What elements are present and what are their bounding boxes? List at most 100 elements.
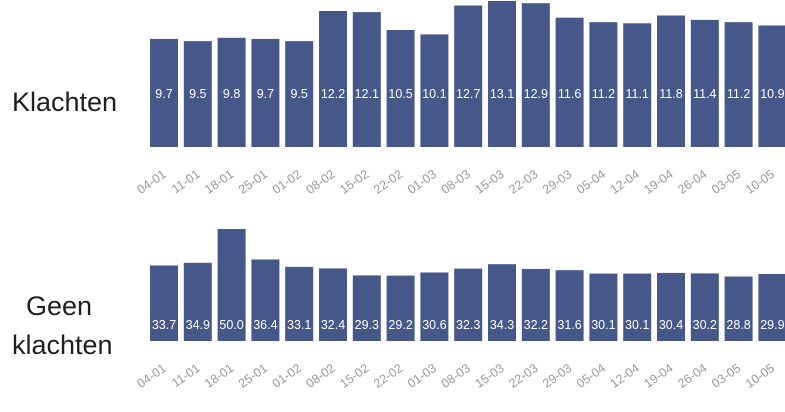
bar-value-label: 10.5 (388, 87, 412, 101)
bar (724, 276, 753, 341)
bar-value-label: 29.3 (355, 318, 379, 332)
x-tick-label: 01-02 (270, 167, 304, 197)
x-tick-label: 04-01 (134, 361, 168, 391)
x-tick-label: 25-01 (236, 361, 270, 391)
bar (555, 270, 584, 341)
bar-value-label: 30.4 (659, 318, 683, 332)
x-tick-label: 15-03 (472, 361, 506, 391)
bar (657, 272, 685, 341)
bar-value-label: 11.4 (693, 87, 716, 101)
bar (251, 38, 280, 147)
bar (420, 34, 449, 147)
x-tick-label: 10-05 (743, 167, 777, 197)
bar-value-label: 31.6 (557, 318, 581, 332)
x-tick-label: 15-02 (337, 361, 371, 391)
x-tick-label: 01-03 (405, 361, 439, 391)
x-tick-label: 08-02 (303, 167, 337, 197)
bar-value-label: 9.7 (155, 87, 172, 101)
bar (657, 15, 685, 147)
bar-value-label: 32.3 (456, 318, 480, 332)
x-tick-label: 26-04 (675, 167, 709, 197)
x-tick-label: 22-03 (506, 167, 540, 197)
x-tick-label: 15-03 (472, 167, 506, 197)
bar (589, 273, 618, 341)
bar (589, 22, 618, 148)
bar (555, 17, 584, 148)
bar (183, 41, 212, 147)
x-tick-label: 29-03 (540, 167, 574, 197)
bar (454, 5, 483, 147)
klachten-bar-panel: 9.7 04-01 9.5 11-01 9.8 18-01 9.7 25-01 9.5 01-02… (134, 1, 785, 197)
bar-value-label: 30.2 (693, 318, 717, 332)
x-tick-label: 11-01 (169, 361, 202, 390)
bar-value-label: 34.3 (490, 318, 514, 332)
x-tick-label: 22-02 (371, 361, 405, 391)
bar (488, 264, 516, 341)
bar-value-label: 50.0 (219, 318, 243, 332)
x-tick-label: 19-04 (641, 167, 675, 197)
x-tick-label: 01-03 (405, 167, 439, 197)
bar-value-label: 11.1 (625, 87, 648, 101)
bar-value-label: 11.6 (558, 87, 581, 101)
x-tick-label: 03-05 (709, 361, 743, 391)
bar (488, 1, 516, 147)
bar (285, 41, 314, 147)
bar (690, 19, 719, 147)
bar (690, 273, 719, 341)
x-tick-label: 03-05 (709, 167, 743, 197)
x-tick-label: 10-05 (743, 361, 777, 391)
bar-value-label: 36.4 (253, 318, 277, 332)
bar (623, 23, 652, 147)
bar-value-label: 11.2 (727, 87, 750, 101)
x-tick-label: 01-02 (270, 361, 304, 391)
bar-value-label: 9.7 (257, 87, 274, 101)
x-tick-label: 18-01 (202, 167, 236, 197)
bar (251, 259, 280, 341)
bar-value-label: 13.1 (490, 87, 514, 101)
geen-klachten-bar-panel: 33.7 04-01 34.9 11-01 50.0 18-01 36.4 25-01 33.1… (134, 229, 785, 391)
bar (420, 272, 449, 341)
bar (319, 11, 347, 147)
bar-value-label: 30.1 (625, 318, 649, 332)
x-tick-label: 12-04 (608, 361, 642, 391)
bar-value-label: 30.1 (591, 318, 615, 332)
x-tick-label: 12-04 (608, 167, 642, 197)
bar (150, 38, 178, 147)
bar (183, 262, 212, 341)
bar (521, 268, 550, 341)
bar-value-label: 12.9 (524, 87, 548, 101)
geen-klachten-row-label-line2: klachten (12, 330, 113, 360)
bar-value-label: 11.2 (592, 87, 615, 101)
bar (724, 22, 753, 148)
bar (319, 268, 347, 341)
bar-value-label: 9.5 (189, 87, 206, 101)
bar-value-label: 9.5 (291, 87, 308, 101)
geen-klachten-row-label-line1: Geen (26, 291, 92, 321)
bar-value-label: 32.4 (321, 318, 345, 332)
x-tick-label: 15-02 (337, 167, 371, 197)
bar-value-label: 28.8 (726, 318, 750, 332)
x-tick-label: 08-03 (439, 361, 473, 391)
x-tick-label: 08-02 (303, 361, 337, 391)
bar-value-label: 10.1 (422, 87, 446, 101)
bar-value-label: 10.9 (760, 87, 784, 101)
bar (386, 275, 415, 341)
x-tick-label: 19-04 (641, 361, 675, 391)
x-tick-label: 08-03 (439, 167, 473, 197)
bar-value-label: 12.2 (321, 87, 345, 101)
x-tick-label: 11-01 (169, 167, 202, 196)
bar-value-label: 33.7 (152, 318, 176, 332)
bar (352, 275, 381, 341)
x-tick-label: 26-04 (675, 361, 709, 391)
bar-value-label: 11.8 (659, 87, 682, 101)
bar (521, 3, 550, 148)
x-tick-label: 29-03 (540, 361, 574, 391)
bar (758, 274, 785, 341)
x-tick-label: 05-04 (574, 167, 608, 197)
bar-value-label: 9.8 (223, 87, 240, 101)
bar (217, 229, 246, 341)
bar (150, 265, 178, 341)
x-tick-label: 05-04 (574, 361, 608, 391)
bar (352, 12, 381, 147)
